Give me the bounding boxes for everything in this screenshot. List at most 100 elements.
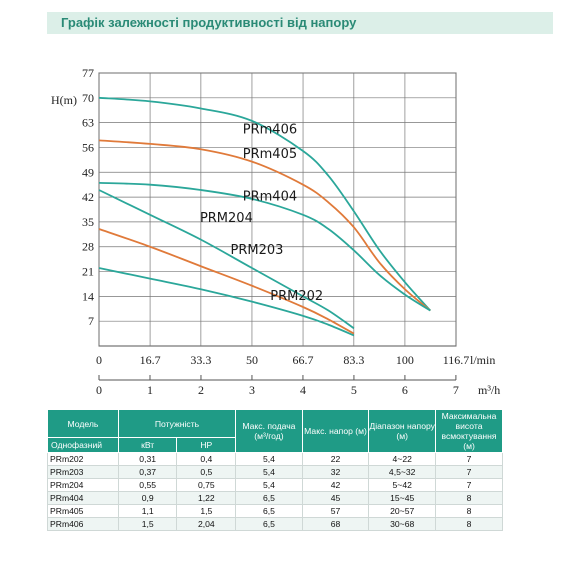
header-single-phase: Однофазний <box>47 437 119 453</box>
cell-range: 5~42 <box>368 478 437 492</box>
header-max-head: Макс. напор (м) <box>301 409 370 453</box>
cell-model: PRm203 <box>47 465 119 479</box>
cell-kw: 0,55 <box>117 478 178 492</box>
cell-model: PRm204 <box>47 478 119 492</box>
series-label-prm202: PRM202 <box>270 289 323 304</box>
cell-suction: 7 <box>435 452 503 466</box>
x-tick-label-bottom: 3 <box>249 383 255 397</box>
x-tick-label-top: 0 <box>96 353 102 367</box>
y-tick-label: 77 <box>82 66 94 80</box>
cell-head: 57 <box>301 504 370 518</box>
cell-suction: 8 <box>435 491 503 505</box>
cell-flow: 6,5 <box>235 517 303 531</box>
cell-hp: 0,5 <box>176 465 237 479</box>
cell-flow: 5,4 <box>235 452 303 466</box>
x-tick-label-top: 100 <box>396 353 414 367</box>
cell-head: 32 <box>301 465 370 479</box>
cell-range: 15~45 <box>368 491 437 505</box>
spec-table: Модель Потужність Макс. подача (м³/год) … <box>47 409 503 531</box>
x-axis-label-top: l/min <box>470 353 495 367</box>
cell-kw: 0,37 <box>117 465 178 479</box>
table-row: PRm202 0,31 0,4 5,4 22 4~22 7 <box>47 452 503 466</box>
x-tick-label-top: 50 <box>246 353 258 367</box>
cell-hp: 1,5 <box>176 504 237 518</box>
series-line-prm203 <box>98 228 355 335</box>
y-tick-label: 21 <box>82 265 94 279</box>
header-max-flow: Макс. подача (м³/год) <box>235 409 303 453</box>
series-line-prm204 <box>98 189 355 330</box>
series-line-prm405 <box>98 139 431 312</box>
cell-hp: 2,04 <box>176 517 237 531</box>
cell-flow: 6,5 <box>235 491 303 505</box>
cell-kw: 1,1 <box>117 504 178 518</box>
cell-model: PRm202 <box>47 452 119 466</box>
x-tick-label-bottom: 2 <box>198 383 204 397</box>
header-hp: HP <box>176 437 237 453</box>
y-tick-label: 14 <box>82 289 94 303</box>
header-range: Діапазон напору (м) <box>368 409 437 453</box>
header-power: Потужність <box>117 409 237 438</box>
cell-model: PRm404 <box>47 491 119 505</box>
y-tick-label: 63 <box>82 116 94 130</box>
y-tick-label: 56 <box>82 140 94 154</box>
cell-head: 42 <box>301 478 370 492</box>
x-tick-label-top: 33.3 <box>190 353 211 367</box>
cell-suction: 8 <box>435 517 503 531</box>
series-label-prm204: PRM204 <box>200 211 253 226</box>
plot-area <box>98 72 457 347</box>
cell-head: 22 <box>301 452 370 466</box>
table-row: PRm405 1,1 1,5 6,5 57 20~57 8 <box>47 504 503 518</box>
x-tick-label-bottom: 0 <box>96 383 102 397</box>
x-tick-label-bottom: 1 <box>147 383 153 397</box>
x-tick-label-top: 116.7 <box>443 353 470 367</box>
x-tick-label-top: 16.7 <box>140 353 161 367</box>
table-row: PRm406 1,5 2,04 6,5 68 30~68 8 <box>47 517 503 531</box>
header-suction: Максимальна висота всмоктування (м) <box>435 409 503 453</box>
cell-kw: 0,31 <box>117 452 178 466</box>
cell-range: 4,5~32 <box>368 465 437 479</box>
x-tick-label-bottom: 6 <box>402 383 408 397</box>
table-row: PRm203 0,37 0,5 5,4 32 4,5~32 7 <box>47 465 503 479</box>
series-line-prm406 <box>98 96 431 312</box>
cell-suction: 8 <box>435 504 503 518</box>
cell-kw: 0,9 <box>117 491 178 505</box>
cell-range: 30~68 <box>368 517 437 531</box>
series-label-prm203: PRM203 <box>231 243 284 258</box>
cell-suction: 7 <box>435 465 503 479</box>
cell-flow: 5,4 <box>235 465 303 479</box>
cell-kw: 1,5 <box>117 517 178 531</box>
cell-hp: 1,22 <box>176 491 237 505</box>
x-axis-label-bottom: m³/h <box>478 383 500 397</box>
cell-suction: 7 <box>435 478 503 492</box>
x-tick-label-bottom: 4 <box>300 383 306 397</box>
header-kw: кВт <box>117 437 178 453</box>
y-tick-label: 49 <box>82 165 94 179</box>
x-tick-label-top: 66.7 <box>293 353 314 367</box>
cell-hp: 0,75 <box>176 478 237 492</box>
y-tick-label: 28 <box>82 240 94 254</box>
cell-head: 68 <box>301 517 370 531</box>
cell-range: 4~22 <box>368 452 437 466</box>
y-tick-label: 35 <box>82 215 94 229</box>
chart-heading: Графік залежності продуктивності від нап… <box>61 15 357 30</box>
series-line-prm202 <box>98 267 355 337</box>
title-bar: Графік залежності продуктивності від нап… <box>47 12 553 34</box>
cell-flow: 5,4 <box>235 478 303 492</box>
series-line-prm404 <box>98 182 431 312</box>
y-tick-label: 42 <box>82 190 94 204</box>
table-row: PRm204 0,55 0,75 5,4 42 5~42 7 <box>47 478 503 492</box>
cell-model: PRm406 <box>47 517 119 531</box>
x-tick-label-bottom: 7 <box>453 383 459 397</box>
cell-head: 45 <box>301 491 370 505</box>
cell-model: PRm405 <box>47 504 119 518</box>
series-label-prm404: PRm404 <box>243 190 297 205</box>
x-tick-label-top: 83.3 <box>343 353 364 367</box>
y-tick-label: 70 <box>82 91 94 105</box>
x-tick-label-bottom: 5 <box>351 383 357 397</box>
series-label-prm405: PRm405 <box>243 147 297 162</box>
cell-hp: 0,4 <box>176 452 237 466</box>
y-tick-label: 7 <box>88 314 94 328</box>
cell-range: 20~57 <box>368 504 437 518</box>
header-model: Модель <box>47 409 119 438</box>
